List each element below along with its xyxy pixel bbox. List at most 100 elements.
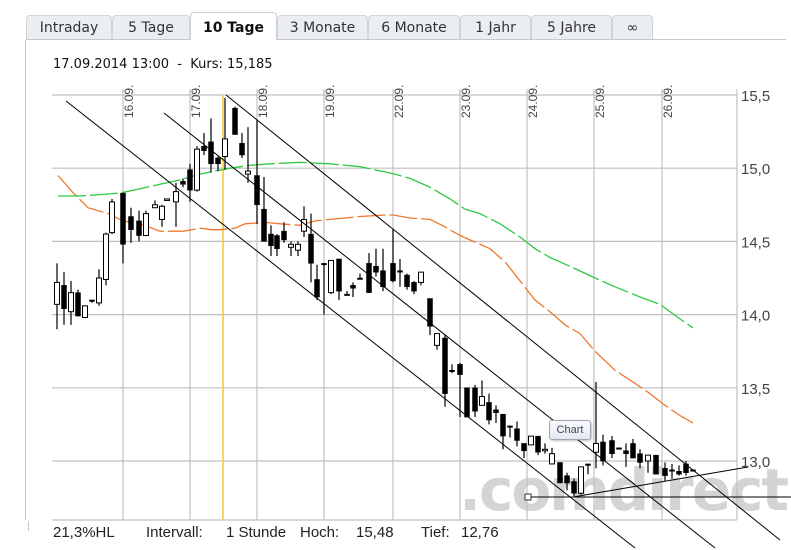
watermark-text: .comdirect bbox=[459, 456, 788, 524]
candle bbox=[521, 443, 527, 452]
candle bbox=[514, 428, 520, 441]
candle bbox=[61, 285, 67, 309]
candle bbox=[357, 277, 363, 280]
x-axis-date-label: 17.09. bbox=[189, 85, 203, 118]
footer-scale: 21,3%HL bbox=[53, 524, 115, 541]
candle bbox=[585, 463, 591, 466]
candle bbox=[308, 233, 314, 264]
candle bbox=[542, 448, 548, 452]
y-axis-label: 15,0 bbox=[741, 161, 770, 178]
x-axis-date-label: 26.09. bbox=[661, 85, 675, 118]
quote-line: 17.09.2014 13:00 - Kurs: 15,185 bbox=[53, 57, 273, 72]
ma-green-line bbox=[58, 161, 694, 329]
trendline[interactable] bbox=[572, 466, 749, 498]
candle bbox=[404, 274, 410, 288]
x-axis-date-label: 19.09. bbox=[323, 85, 337, 118]
candle bbox=[268, 233, 274, 247]
tab-1-jahr[interactable]: 1 Jahr bbox=[460, 15, 531, 39]
candle bbox=[442, 337, 448, 394]
candle bbox=[103, 233, 109, 280]
footer-low-label: Tief: bbox=[421, 524, 450, 541]
x-axis-date-label: 24.09. bbox=[526, 85, 540, 118]
candle bbox=[578, 466, 584, 494]
candle bbox=[507, 425, 513, 428]
candle bbox=[637, 453, 643, 463]
tab-5-tage[interactable]: 5 Tage bbox=[112, 15, 190, 39]
candle bbox=[321, 263, 327, 266]
candles bbox=[54, 97, 696, 497]
candle bbox=[164, 198, 170, 201]
candle bbox=[457, 364, 463, 375]
candle bbox=[350, 285, 356, 289]
candle bbox=[89, 299, 95, 302]
candle bbox=[68, 292, 74, 313]
candle bbox=[449, 369, 455, 372]
candle bbox=[159, 205, 165, 220]
tab-10-tage[interactable]: 10 Tage bbox=[190, 12, 277, 40]
quote-datetime: 17.09.2014 13:00 bbox=[53, 57, 170, 72]
y-axis-label: 14,0 bbox=[741, 308, 770, 325]
candle bbox=[571, 481, 577, 494]
tab-5-jahre[interactable]: 5 Jahre bbox=[531, 15, 612, 39]
candle bbox=[239, 143, 245, 156]
candle bbox=[314, 279, 320, 298]
candle bbox=[109, 201, 115, 234]
tab-intraday[interactable]: Intraday bbox=[26, 15, 112, 39]
candle bbox=[464, 387, 470, 418]
candle bbox=[427, 298, 433, 327]
candle bbox=[373, 266, 379, 273]
candle bbox=[215, 157, 221, 165]
candle bbox=[295, 243, 301, 251]
candle bbox=[232, 107, 238, 135]
candle bbox=[669, 469, 675, 472]
candle bbox=[344, 293, 350, 296]
candle bbox=[630, 443, 636, 459]
candle bbox=[245, 170, 251, 175]
tab-3-monate[interactable]: 3 Monate bbox=[277, 15, 368, 39]
y-axis-label: 13,0 bbox=[741, 454, 770, 471]
candle bbox=[549, 453, 555, 465]
candle bbox=[222, 138, 228, 157]
candle bbox=[418, 271, 424, 283]
candle bbox=[600, 441, 606, 462]
candle bbox=[288, 243, 294, 248]
candle bbox=[187, 169, 193, 191]
tabs-divider bbox=[26, 39, 786, 40]
candle bbox=[557, 462, 563, 484]
x-axis-date-label: 25.09. bbox=[593, 85, 607, 118]
candle bbox=[136, 220, 142, 236]
candle bbox=[54, 281, 60, 305]
candle bbox=[434, 333, 440, 346]
candle bbox=[380, 270, 386, 288]
candle bbox=[500, 413, 506, 437]
trendline[interactable] bbox=[163, 112, 716, 549]
quote-separator: - bbox=[177, 57, 182, 72]
candle bbox=[75, 292, 81, 317]
y-axis-label: 15,5 bbox=[741, 88, 770, 105]
candle bbox=[366, 263, 372, 293]
candle bbox=[173, 191, 179, 203]
tab-max[interactable]: ∞ bbox=[612, 15, 653, 39]
candle bbox=[336, 258, 342, 292]
y-axis-label: 14,5 bbox=[741, 234, 770, 251]
candle bbox=[676, 470, 682, 475]
ma-orange-line bbox=[57, 175, 694, 424]
tab-6-monate[interactable]: 6 Monate bbox=[368, 15, 460, 39]
candle bbox=[194, 148, 200, 191]
line-drag-handle[interactable] bbox=[524, 493, 532, 501]
candle bbox=[120, 192, 126, 245]
trendlines[interactable] bbox=[65, 94, 791, 549]
trendline[interactable] bbox=[65, 100, 636, 549]
candle bbox=[143, 213, 149, 237]
trendline[interactable] bbox=[225, 94, 781, 541]
candle bbox=[683, 463, 689, 473]
panel-border-tick bbox=[28, 521, 29, 531]
candle bbox=[479, 396, 485, 406]
candle bbox=[254, 175, 260, 206]
y-axis-label: 13,5 bbox=[741, 381, 770, 398]
footer-interval-label: Intervall: bbox=[146, 524, 203, 541]
candle bbox=[472, 387, 478, 412]
quote-price-label: Kurs: bbox=[190, 57, 223, 72]
timeframe-tabs: Intraday 5 Tage 10 Tage 3 Monate 6 Monate 1 J… bbox=[26, 12, 786, 40]
